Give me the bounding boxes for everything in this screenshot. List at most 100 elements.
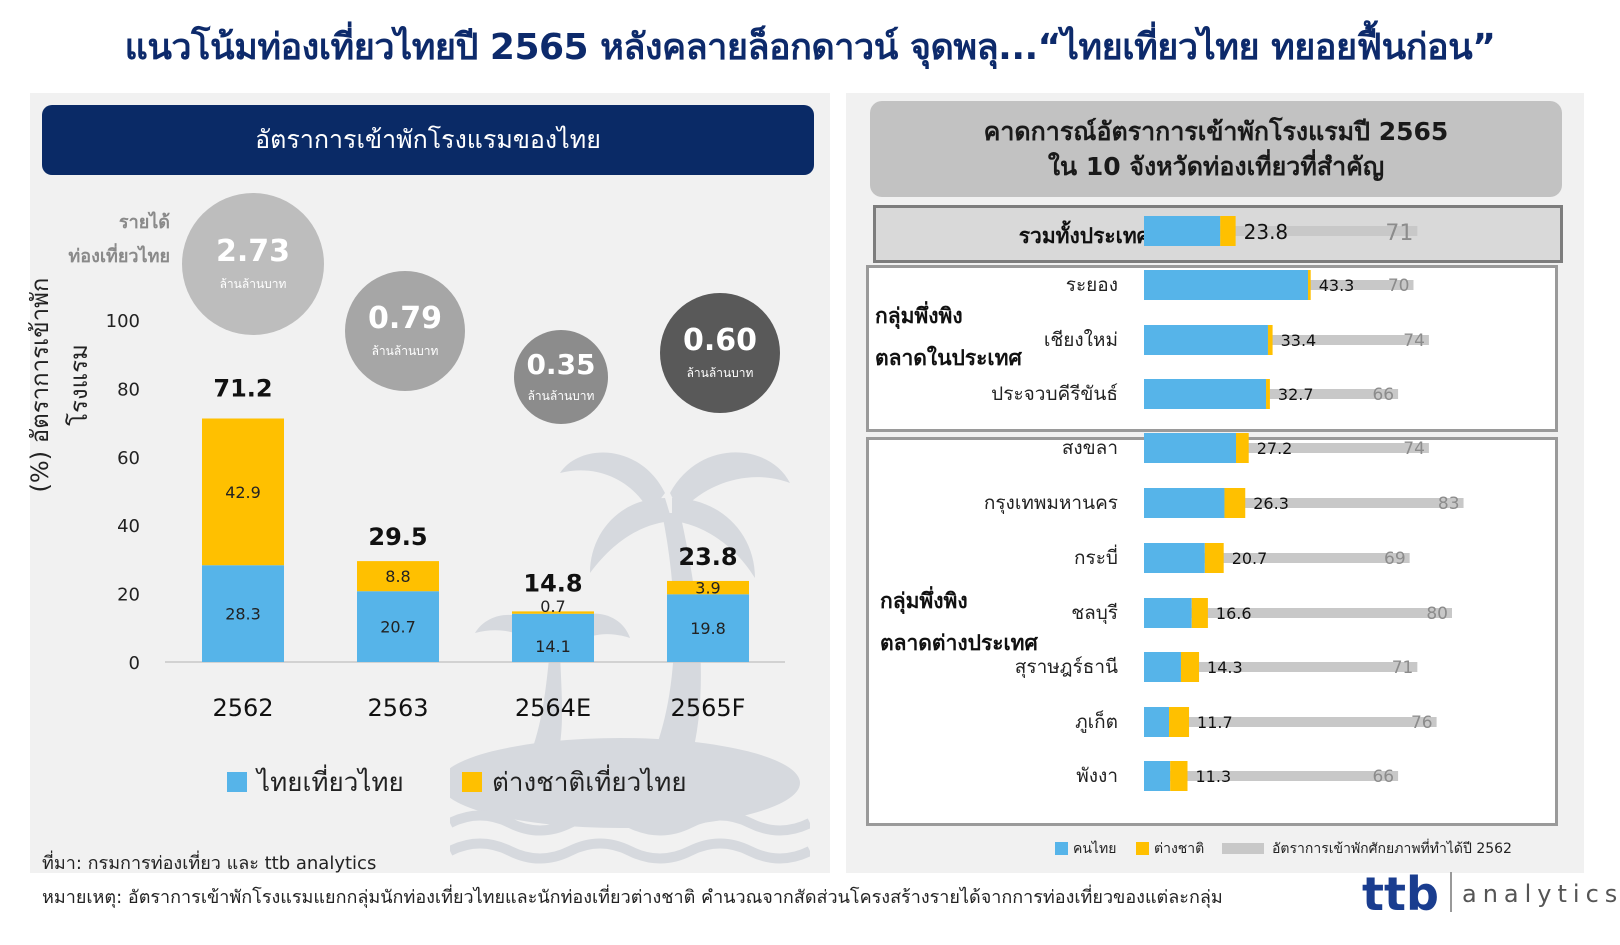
bar-potential-value: 66 (1372, 385, 1394, 405)
x-tick-label: 2564E (515, 694, 591, 722)
bar-total-value: 16.6 (1216, 604, 1252, 623)
bar-value-foreign: 42.9 (225, 483, 261, 502)
province-label: พังงา (1076, 765, 1118, 787)
legend-label-potential: อัตราการเข้าพักศักยภาพที่ทำได้ปี 2562 (1272, 841, 1512, 857)
revenue-value: 0.35 (526, 348, 596, 381)
bar-potential (1144, 498, 1464, 508)
bar-foreign (202, 418, 284, 566)
y-tick-label: 100 (106, 311, 140, 332)
bar-thai (1144, 598, 1192, 628)
bar-total-value: 11.3 (1196, 767, 1232, 786)
bar-thai (1144, 761, 1171, 791)
bar-value-thai: 19.8 (690, 619, 726, 638)
bar-thai (1144, 379, 1267, 409)
occupancy-bar-chart: 0 20 40 60 80 100 28.3 42.9 71.2 2562 20.7 8.8 29.5 2… (106, 311, 785, 722)
province-label: กระบี่ (1074, 544, 1118, 569)
x-tick-label: 2562 (212, 694, 273, 722)
bar-value-foreign: 3.9 (695, 579, 720, 598)
revenue-unit: ล้านล้านบาท (527, 389, 595, 403)
x-tick-label: 2563 (367, 694, 428, 722)
legend-swatch-thai (1055, 842, 1068, 855)
bar-potential-value: 71 (1392, 658, 1414, 678)
logo-text: analytics (1462, 880, 1620, 908)
bar-foreign (1169, 707, 1190, 737)
legend-swatch-foreign (462, 772, 482, 792)
right-header-line2: ใน 10 จังหวัดท่องเที่ยวที่สำคัญ (1047, 152, 1385, 181)
bar-potential (1144, 662, 1418, 672)
bar-thai (1144, 270, 1309, 300)
domestic-group-label: กลุ่มพึ่งพิง ตลาดในประเทศ (875, 295, 1022, 379)
logo-brand: ttb (1362, 870, 1439, 920)
revenue-unit: ล้านล้านบาท (219, 277, 287, 291)
bar-thai (1144, 433, 1237, 463)
y-axis-label: (%) อัตราการเข้าพักโรงแรม (26, 277, 93, 493)
bar-potential-value: 83 (1438, 494, 1460, 514)
legend-label-foreign: ต่างชาติเที่ยวไทย (492, 768, 687, 798)
total-label: รวมทั้งประเทศ (1018, 224, 1150, 248)
legend-swatch-foreign (1136, 842, 1149, 855)
bar-total-value: 20.7 (1232, 549, 1268, 568)
group-label-line: ตลาดต่างประเทศ (880, 631, 1038, 655)
bar-potential (1144, 771, 1399, 781)
bar-total-label: 23.8 (678, 543, 737, 571)
x-tick-label: 2565F (671, 694, 746, 722)
bar-potential (1144, 553, 1410, 563)
bar-potential (1144, 389, 1399, 399)
bar-foreign (1267, 325, 1273, 355)
bar-total-value: 14.3 (1207, 658, 1243, 677)
bar-total-value: 32.7 (1278, 385, 1314, 404)
revenue-bubble-2565F: 0.60 ล้านล้านบาท (660, 293, 780, 413)
bar-foreign (357, 561, 439, 592)
bar-foreign (1220, 216, 1236, 246)
ttb-logo: ttb (1362, 870, 1439, 920)
bar-thai (202, 565, 284, 662)
province-label: สงขลา (1062, 437, 1118, 459)
right-header-line1: คาดการณ์อัตราการเข้าพักโรงแรมปี 2565 (983, 117, 1449, 146)
bar-thai (357, 591, 439, 662)
bar-value-thai: 28.3 (225, 605, 261, 624)
bar-thai (1144, 652, 1181, 682)
legend-label-thai: ไทยเที่ยวไทย (257, 768, 404, 798)
province-label: ระยอง (1066, 274, 1118, 296)
bar-total-value: 33.4 (1281, 331, 1317, 350)
bar-total-value: 43.3 (1319, 276, 1355, 295)
y-tick-label: 80 (117, 379, 140, 400)
y-tick-label: 20 (117, 585, 140, 606)
bar-potential-value: 76 (1411, 713, 1433, 733)
province-label: เชียงใหม่ (1044, 329, 1118, 351)
bar-potential (1144, 717, 1437, 727)
bar-potential-value: 80 (1426, 604, 1448, 624)
bar-thai (1144, 488, 1225, 518)
revenue-bubble-2563: 0.79 ล้านล้านบาท (345, 271, 465, 391)
revenue-label-line1: รายได้ (118, 212, 170, 233)
bar-foreign (1266, 379, 1270, 409)
left-chart-header: อัตราการเข้าพักโรงแรมของไทย (42, 105, 814, 175)
bar-potential-value: 74 (1403, 331, 1425, 351)
bar-thai (1144, 707, 1170, 737)
bar-foreign (1180, 652, 1200, 682)
revenue-label: รายได้ ท่องเที่ยวไทย (40, 206, 170, 274)
province-bar-chart: 23.8 71 43.3 70 ระยอง 33.4 74 เชียงใหม่ 32.7 66 ปร… (984, 216, 1464, 791)
province-label: ประจวบคีรีขันธ์ (991, 383, 1118, 405)
group-label-line: กลุ่มพึ่งพิง (875, 304, 963, 328)
bar-potential-value: 66 (1372, 767, 1394, 787)
foreign-group-label: กลุ่มพึ่งพิง ตลาดต่างประเทศ (880, 580, 1038, 664)
revenue-value: 0.79 (367, 301, 443, 336)
bar-foreign (667, 580, 749, 595)
bar-potential (1144, 226, 1418, 236)
legend-swatch-potential (1222, 843, 1264, 854)
legend-swatch-thai (227, 772, 247, 792)
bar-thai (667, 594, 749, 662)
bar-total-label: 14.8 (523, 569, 582, 597)
bar-total-label: 29.5 (368, 523, 427, 551)
bar-potential-value: 74 (1403, 439, 1425, 459)
bar-potential-value: 71 (1385, 221, 1413, 246)
bar-total-label: 71.2 (213, 374, 272, 402)
bar-thai (512, 613, 594, 662)
bar-foreign (1170, 761, 1188, 791)
bar-foreign (1236, 433, 1249, 463)
revenue-bubble-2564E: 0.35 ล้านล้านบาท (514, 330, 608, 424)
bar-value-thai: 14.1 (535, 637, 571, 656)
y-tick-label: 40 (117, 516, 140, 537)
bar-thai (1144, 543, 1205, 573)
